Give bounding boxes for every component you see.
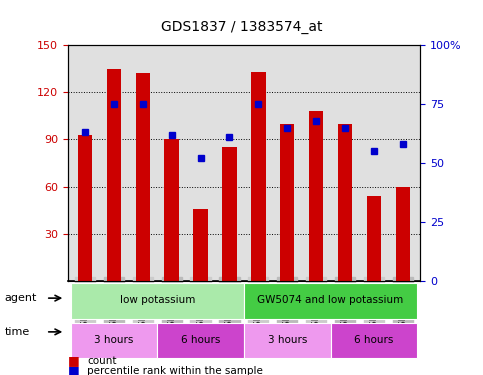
Bar [136,74,150,281]
Bar [157,322,244,358]
Text: 6 hours: 6 hours [181,334,220,345]
Text: agent: agent [5,293,37,303]
Bar [309,111,324,281]
Bar [331,322,417,358]
Text: GDS1837 / 1383574_at: GDS1837 / 1383574_at [161,20,322,34]
Bar [222,147,237,281]
Text: ■: ■ [68,364,79,375]
Bar [367,196,381,281]
Text: 6 hours: 6 hours [355,334,394,345]
Bar [78,135,92,281]
Text: low potassium: low potassium [119,295,195,305]
Text: count: count [87,356,116,366]
Text: ■: ■ [68,354,79,367]
Bar [244,283,417,319]
Text: 3 hours: 3 hours [268,334,307,345]
Bar [280,124,295,281]
Text: 3 hours: 3 hours [94,334,133,345]
Bar [164,140,179,281]
Bar [244,322,331,358]
Text: time: time [5,327,30,337]
Text: GW5074 and low potassium: GW5074 and low potassium [257,295,404,305]
Bar [107,69,121,281]
Bar [338,124,352,281]
Bar [396,187,410,281]
Bar [71,322,157,358]
Bar [71,283,244,319]
Bar [193,209,208,281]
Text: percentile rank within the sample: percentile rank within the sample [87,366,263,375]
Bar [251,72,266,281]
